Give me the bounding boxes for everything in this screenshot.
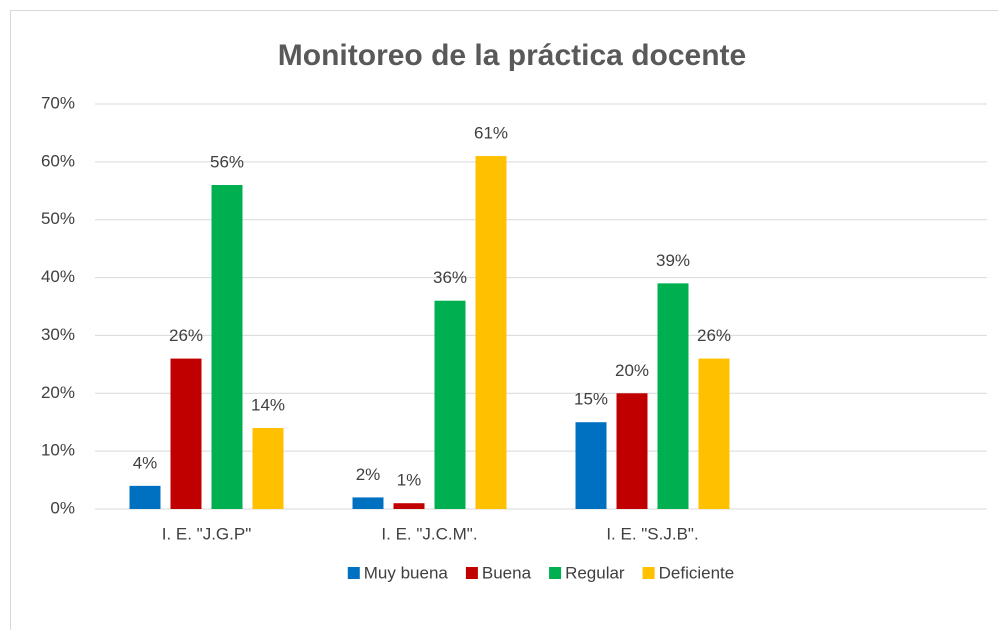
- y-tick-label: 70%: [41, 93, 75, 112]
- legend-swatch: [549, 567, 562, 579]
- value-label: 61%: [474, 124, 508, 143]
- value-label: 36%: [433, 268, 467, 287]
- legend-label: Muy buena: [364, 563, 449, 582]
- value-label: 56%: [210, 152, 244, 171]
- bar: [575, 422, 607, 509]
- value-label: 4%: [133, 453, 158, 472]
- bar: [434, 300, 466, 509]
- x-tick-label: I. E. "J.C.M".: [381, 524, 477, 543]
- bar: [475, 156, 507, 510]
- legend-swatch: [642, 567, 655, 579]
- y-tick-label: 0%: [50, 498, 75, 517]
- value-label: 26%: [697, 326, 731, 345]
- bar: [698, 358, 730, 509]
- legend-label: Regular: [565, 563, 625, 582]
- bar: [129, 485, 161, 509]
- value-label: 20%: [615, 361, 649, 380]
- value-label: 1%: [397, 471, 422, 490]
- bar: [393, 503, 425, 509]
- legend-swatch: [465, 567, 478, 579]
- y-tick-label: 10%: [41, 441, 75, 460]
- legend-label: Buena: [482, 563, 532, 582]
- y-tick-label: 50%: [41, 209, 75, 228]
- y-tick-label: 60%: [41, 151, 75, 170]
- value-label: 26%: [169, 326, 203, 345]
- y-tick-label: 20%: [41, 383, 75, 402]
- value-label: 15%: [574, 390, 608, 409]
- bar: [352, 497, 384, 509]
- y-tick-label: 40%: [41, 267, 75, 286]
- bar: [211, 185, 243, 509]
- legend-swatch: [347, 567, 360, 579]
- bar: [170, 358, 202, 509]
- bar: [252, 428, 284, 509]
- value-label: 2%: [356, 465, 381, 484]
- legend-label: Deficiente: [659, 563, 735, 582]
- x-tick-label: I. E. "J.G.P": [162, 524, 252, 543]
- chart-title: Monitoreo de la práctica docente: [278, 39, 746, 72]
- bar: [657, 283, 689, 509]
- y-tick-label: 30%: [41, 325, 75, 344]
- value-label: 39%: [656, 251, 690, 270]
- bar: [616, 393, 648, 509]
- value-label: 14%: [251, 395, 285, 414]
- x-tick-label: I. E. "S.J.B".: [606, 524, 698, 543]
